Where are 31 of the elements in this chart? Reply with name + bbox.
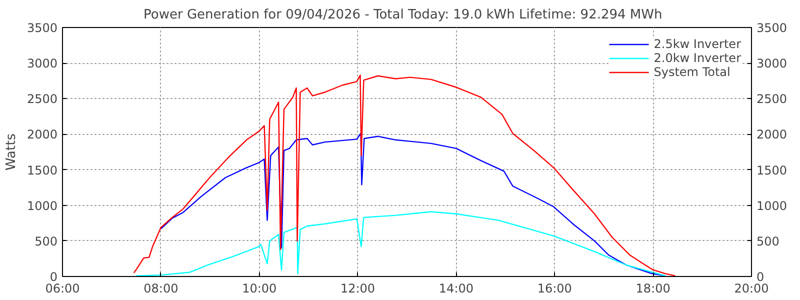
legend-label: System Total (654, 65, 730, 79)
y-tick-label: 1500 (26, 163, 58, 178)
x-tick-label: 18:00 (636, 282, 670, 296)
line-series (160, 132, 666, 276)
y2-tick-label: 0 (756, 270, 764, 284)
x-tick-label: 12:00 (340, 282, 376, 296)
chart-title: Power Generation for 09/04/2026 - Total Today: 19.0 kWh Lifetime: 92.294 MWh (144, 8, 662, 22)
y-tick-label: 1000 (26, 198, 58, 213)
y2-tick-label: 1000 (756, 198, 788, 213)
legend-label: 2.5kw Inverter (654, 37, 741, 51)
y-tick-label: 0 (50, 270, 58, 284)
y2-tick-label: 3000 (756, 56, 788, 71)
x-tick-label: 20:00 (734, 282, 769, 296)
y-axis-title: Watts (4, 133, 19, 170)
x-tick-label: 16:00 (537, 282, 572, 296)
y2-tick-label: 1500 (756, 163, 788, 178)
y2-tick-label: 500 (756, 234, 780, 248)
y2-tick-label: 3500 (756, 21, 788, 35)
y-tick-label: 2000 (26, 128, 58, 142)
y-tick-label: 3000 (26, 56, 58, 71)
y2-tick-label: 2500 (756, 92, 788, 106)
x-tick-label: 06:00 (45, 282, 80, 296)
x-tick-label: 14:00 (438, 282, 474, 296)
y-tick-label: 2500 (26, 92, 58, 106)
y2-tick-label: 2000 (756, 128, 788, 142)
y-tick-label: 3500 (26, 21, 58, 35)
x-tick-label: 08:00 (144, 282, 178, 296)
line-series (136, 211, 666, 276)
y-tick-label: 500 (34, 234, 58, 248)
legend-label: 2.0kw Inverter (654, 51, 741, 65)
x-tick-label: 10:00 (242, 282, 277, 296)
